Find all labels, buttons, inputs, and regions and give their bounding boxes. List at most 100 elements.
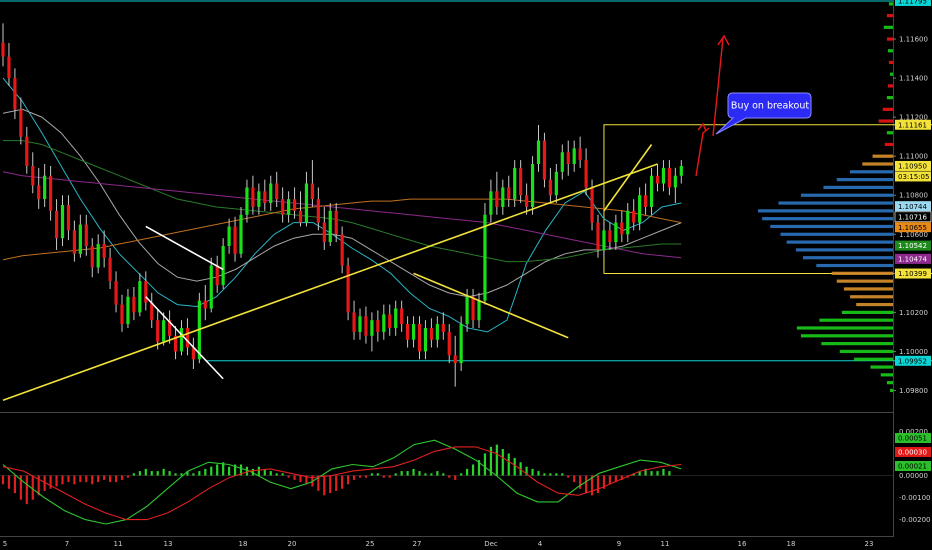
macd-histogram-bar <box>49 475 52 489</box>
candle-body <box>626 210 630 235</box>
volume-profile-bar <box>886 131 893 135</box>
macd-histogram-bar <box>180 473 183 476</box>
candle-body <box>513 167 517 200</box>
arrow-head <box>717 34 730 46</box>
macd-histogram-bar <box>31 475 34 500</box>
macd-histogram-bar <box>549 473 552 476</box>
candle-body <box>661 167 666 184</box>
candle-body <box>566 152 570 164</box>
volume-profile-bar <box>803 256 893 260</box>
candle-body <box>358 316 362 332</box>
moving-average-line <box>2 198 682 261</box>
price-label-text: 1.11795 <box>898 0 927 6</box>
candle-body <box>548 179 552 196</box>
macd-histogram-bar <box>347 475 350 485</box>
candle-body <box>209 265 213 309</box>
macd-histogram-bar <box>335 475 338 491</box>
macd-histogram-bar <box>97 475 100 483</box>
macd-histogram-bar <box>489 446 492 476</box>
x-tick-label: 7 <box>65 540 69 548</box>
y-tick-label: 1.11200 <box>899 114 928 122</box>
candle-body <box>13 78 17 110</box>
candle-body <box>144 281 148 303</box>
volume-profile-bar <box>870 365 893 369</box>
volume-profile-bar <box>836 279 893 283</box>
candle-body <box>31 165 35 186</box>
candle-body <box>679 165 683 176</box>
macd-histogram-bar <box>662 468 665 476</box>
price-label: 1.10542 <box>895 240 931 251</box>
macd-y-tick-label: -0.00200 <box>899 516 930 524</box>
x-tick-label: 27 <box>413 540 422 548</box>
x-tick-label: 23 <box>865 540 874 548</box>
macd-histogram-bar <box>245 466 249 476</box>
volume-profile-bar <box>872 154 893 158</box>
macd-histogram-bar <box>91 475 94 485</box>
trend-line <box>2 163 658 401</box>
macd-histogram-bar <box>192 473 195 476</box>
candle-body <box>352 312 356 332</box>
candle-body <box>525 195 529 207</box>
macd-label-box <box>895 447 931 457</box>
price-label-text: 1.10655 <box>898 224 927 232</box>
candle-body <box>162 320 166 342</box>
macd-histogram-bar <box>114 475 118 483</box>
arrow-head <box>697 122 707 132</box>
candle-body <box>49 175 53 211</box>
price-label: 1.10399 <box>895 268 931 279</box>
candle-body <box>632 210 636 223</box>
volume-profile-bar <box>854 357 893 361</box>
volume-profile-bar <box>800 334 893 338</box>
candle-body <box>453 355 457 364</box>
macd-histogram-bar <box>376 473 379 476</box>
candle-body <box>578 148 582 161</box>
macd-histogram-bar <box>210 466 213 476</box>
price-label-box <box>894 211 932 223</box>
macd-histogram-bar <box>156 471 159 476</box>
macd-histogram-bar <box>436 471 439 476</box>
volume-profile-bar <box>819 318 893 322</box>
macd-histogram-bar <box>531 468 534 476</box>
volume-profile-bar <box>839 349 893 354</box>
candle-body <box>649 175 654 207</box>
macd-histogram-bar <box>370 473 373 476</box>
volume-profile-bar <box>800 193 893 197</box>
price-label-text: 03:15:05 <box>898 173 929 181</box>
candle-body <box>655 175 660 184</box>
macd-histogram-bar <box>126 475 130 478</box>
macd-histogram-bar <box>37 475 40 496</box>
y-tick-label: 1.11400 <box>899 75 928 83</box>
macd-histogram-bar <box>608 475 611 485</box>
price-labels: 1.11795 1.11161 1.10950 03:15:05 1.10744 1.10… <box>894 0 932 471</box>
candle-body <box>138 281 142 313</box>
price-label: 1.10744 <box>895 201 931 212</box>
price-label-text: 1.10716 <box>898 213 927 221</box>
volume-profile-bar <box>889 388 893 393</box>
candle-body <box>394 308 398 328</box>
candle-body <box>501 187 505 207</box>
x-tick-label: 16 <box>738 540 747 548</box>
trend-drawings <box>2 144 658 401</box>
candle-body <box>334 210 338 235</box>
volume-profile-bar <box>886 14 893 18</box>
x-tick-label: 4 <box>538 540 543 548</box>
candle-body <box>7 56 11 79</box>
candle-body <box>245 187 249 215</box>
candle-body <box>251 187 255 207</box>
candle-body <box>489 191 493 215</box>
candle-body <box>376 320 380 332</box>
price-label-box <box>895 201 931 212</box>
candle-body <box>519 167 523 196</box>
volume-profile-bar <box>850 295 893 299</box>
macd-histogram-bar <box>525 466 528 476</box>
volume-profile-bar <box>856 302 893 307</box>
macd-panel <box>0 439 893 525</box>
annotation-callout[interactable]: Buy on breakout <box>715 92 812 135</box>
volume-profile-bar <box>850 170 893 174</box>
candle-body <box>417 324 422 352</box>
candle-body <box>43 175 47 200</box>
trend-line <box>145 296 224 380</box>
candle-body <box>54 210 59 239</box>
macd-histogram-bar <box>668 471 671 476</box>
candle-body <box>447 331 451 356</box>
